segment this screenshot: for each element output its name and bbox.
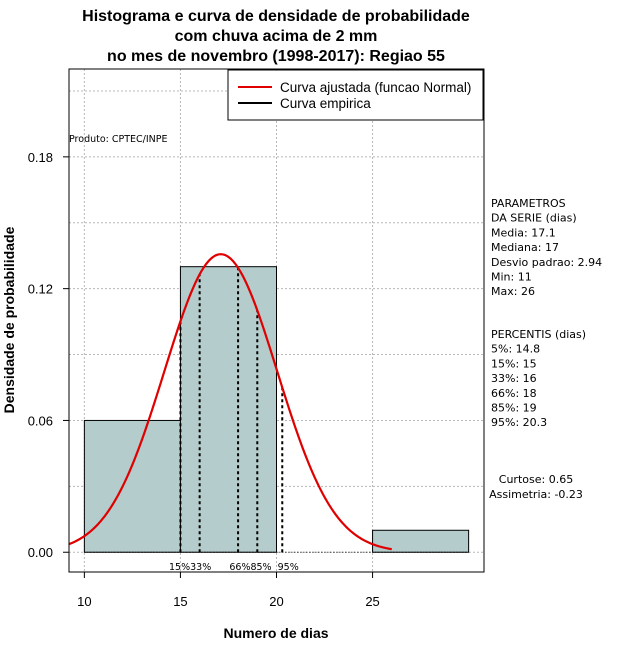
- y-axis-label: Densidade de probabilidade: [1, 226, 17, 413]
- histogram-bar: [179, 266, 277, 553]
- percentile-lines: [179, 267, 284, 553]
- x-tick-label: 20: [269, 594, 283, 609]
- normal-curve: [68, 253, 392, 551]
- stats-param-line: Desvio padrao: 2.94: [491, 256, 602, 269]
- y-tick-label: 0.18: [28, 150, 53, 165]
- legend-box: [227, 69, 484, 121]
- stats-param-line: Media: 17.1: [491, 226, 556, 239]
- stats-param-line: Max: 26: [491, 285, 535, 298]
- legend-label: Curva ajustada (funcao Normal): [280, 80, 471, 95]
- statistics-panel: PARAMETROS DA SERIE (dias) Media: 17.1 Me…: [489, 197, 602, 501]
- stats-percentile-line: PERCENTIS (dias): [491, 328, 586, 341]
- credit-label: Produto: CPTEC/INPE: [69, 134, 168, 145]
- x-tick-label: 10: [77, 594, 91, 609]
- stats-percentile-line: 33%: 16: [491, 372, 537, 385]
- chart-title-line: Histograma e curva de densidade de proba…: [82, 8, 470, 25]
- stats-param-line: DA SERIE (dias): [491, 212, 577, 225]
- stats-percentile-line: 66%: 18: [491, 387, 537, 400]
- stats-param-line: Mediana: 17: [491, 241, 559, 254]
- stats-percentile-line: 5%: 14.8: [491, 343, 540, 356]
- normal-curve-line: [68, 253, 392, 551]
- x-axis-label: Numero de dias: [223, 625, 328, 641]
- stats-percentile-line: 85%: 19: [491, 402, 537, 415]
- x-tick-label: 25: [365, 594, 379, 609]
- y-tick-label: 0.12: [28, 282, 53, 297]
- legend: Curva ajustada (funcao Normal)Curva empi…: [227, 69, 484, 121]
- y-tick-label: 0.06: [28, 413, 53, 428]
- axes: 10 15 20 25 0.00 0.06 0.12 0.18: [28, 150, 380, 609]
- histogram-bar: [83, 419, 181, 553]
- legend-label: Curva empirica: [280, 96, 371, 111]
- stats-param-line: PARAMETROS: [491, 197, 566, 210]
- stats-param-line: Min: 11: [491, 271, 532, 284]
- histogram-bars: [83, 266, 470, 553]
- stats-percentile-line: 95%: 20.3: [491, 416, 547, 429]
- stats-shape-line: Curtose: 0.65: [499, 473, 573, 486]
- y-tick-label: 0.00: [28, 545, 53, 560]
- stats-shape-line: Assimetria: -0.23: [489, 488, 583, 501]
- stats-percentile-line: 15%: 15: [491, 357, 537, 370]
- chart-title-line: no mes de novembro (1998-2017): Regiao 5…: [107, 48, 445, 65]
- chart-title: Histograma e curva de densidade de proba…: [82, 8, 470, 65]
- x-tick-label: 15: [173, 594, 187, 609]
- chart-title-line: com chuva acima de 2 mm: [175, 28, 378, 45]
- percentile-caption: 15%33% 66%85% 95%: [169, 562, 299, 573]
